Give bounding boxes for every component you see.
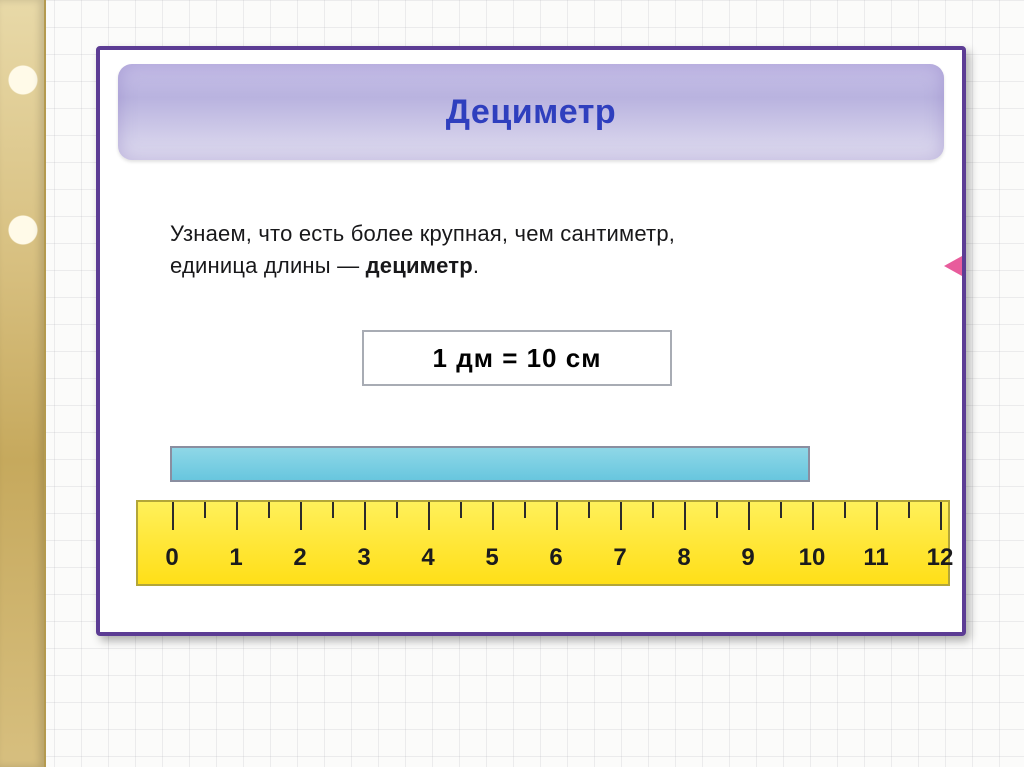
ruler-tick-major <box>364 502 366 530</box>
ruler-tick-minor <box>652 502 654 518</box>
ruler-tick-major <box>492 502 494 530</box>
ruler-tick-minor <box>268 502 270 518</box>
ruler-tick-major <box>236 502 238 530</box>
ruler-tick-major <box>684 502 686 530</box>
decorative-side-strip <box>0 0 46 767</box>
ruler-label: 2 <box>293 544 306 572</box>
page-title: Дециметр <box>446 93 616 132</box>
ruler-label: 5 <box>485 544 498 572</box>
highlight-arrow-icon <box>944 256 962 276</box>
ruler-tick-major <box>428 502 430 530</box>
ruler: 0123456789101112 <box>136 500 950 586</box>
decimeter-bar <box>170 446 810 482</box>
ruler-tick-minor <box>844 502 846 518</box>
ruler-label: 7 <box>613 544 626 572</box>
description-line1: Узнаем, что есть более крупная, чем сант… <box>170 221 675 246</box>
description-line2-suffix: . <box>473 253 479 278</box>
ruler-tick-minor <box>396 502 398 518</box>
ruler-label: 12 <box>927 544 954 572</box>
ruler-tick-major <box>876 502 878 530</box>
title-band: Дециметр <box>118 64 944 160</box>
ruler-label: 6 <box>549 544 562 572</box>
ruler-label: 11 <box>863 544 888 572</box>
ruler-tick-minor <box>588 502 590 518</box>
description-line2-prefix: единица длины — <box>170 253 366 278</box>
description-line2-bold: дециметр <box>366 253 473 278</box>
formula-text: 1 дм = 10 см <box>433 343 602 374</box>
ruler-tick-minor <box>908 502 910 518</box>
ruler-label: 8 <box>677 544 690 572</box>
ruler-tick-minor <box>460 502 462 518</box>
content-card: Дециметр Узнаем, что есть более крупная,… <box>96 46 966 636</box>
ruler-tick-minor <box>716 502 718 518</box>
ruler-tick-minor <box>332 502 334 518</box>
ruler-tick-major <box>940 502 942 530</box>
ruler-tick-major <box>300 502 302 530</box>
ruler-label: 3 <box>357 544 370 572</box>
ruler-tick-minor <box>780 502 782 518</box>
ruler-tick-major <box>812 502 814 530</box>
ruler-tick-minor <box>204 502 206 518</box>
description-text: Узнаем, что есть более крупная, чем сант… <box>170 218 910 282</box>
ruler-label: 9 <box>741 544 754 572</box>
ruler-tick-major <box>620 502 622 530</box>
ruler-label: 1 <box>229 544 242 572</box>
ruler-tick-minor <box>524 502 526 518</box>
formula-box: 1 дм = 10 см <box>362 330 672 386</box>
ruler-label: 0 <box>165 544 178 572</box>
ruler-label: 10 <box>799 544 826 572</box>
ruler-tick-major <box>556 502 558 530</box>
ruler-tick-major <box>172 502 174 530</box>
ruler-label: 4 <box>421 544 434 572</box>
ruler-tick-major <box>748 502 750 530</box>
